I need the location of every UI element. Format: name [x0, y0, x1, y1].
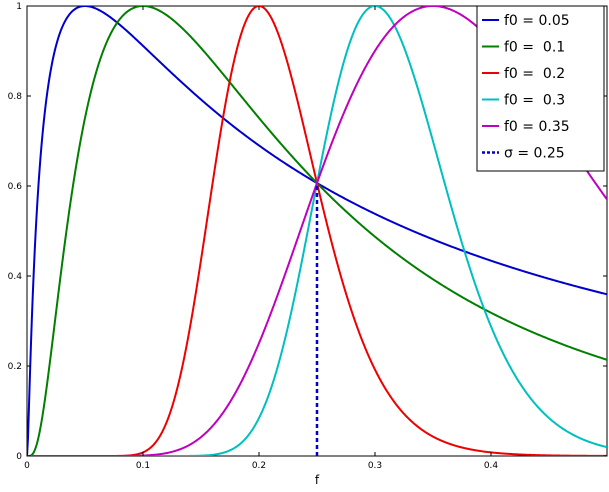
legend: f0 = 0.05 f0 = 0.1 f0 = 0.2 f0 = 0.3 f0 = 0.… [476, 5, 605, 172]
x-axis-label: f [315, 473, 320, 487]
legend-label: f0 = 0.05 [504, 13, 570, 29]
x-tick-label: 0.2 [252, 461, 266, 471]
x-tick-label: 0.4 [484, 461, 499, 471]
y-tick-label: 0.8 [8, 92, 23, 102]
legend-label: σ = 0.25 [504, 146, 565, 162]
curves [27, 6, 607, 456]
x-tick-label: 0.1 [136, 461, 150, 471]
x-tick-label: 0.3 [368, 461, 382, 471]
y-tick-label: 0.4 [8, 272, 23, 282]
y-tick-label: 1 [16, 2, 22, 12]
axes: 0 0.1 0.2 0.3 0.4 0 0.2 0.4 0.6 0.8 1 [8, 2, 607, 471]
y-tick-label: 0.2 [8, 362, 22, 372]
y-tick-label: 0 [16, 452, 22, 462]
legend-label: f0 = 0.2 [504, 66, 565, 82]
legend-label: f0 = 0.35 [504, 119, 570, 135]
legend-label: f0 = 0.1 [504, 40, 565, 56]
legend-label: f0 = 0.3 [504, 93, 565, 109]
x-tick-label: 0 [24, 461, 30, 471]
legend-box [476, 5, 605, 172]
y-tick-label: 0.6 [8, 182, 23, 192]
